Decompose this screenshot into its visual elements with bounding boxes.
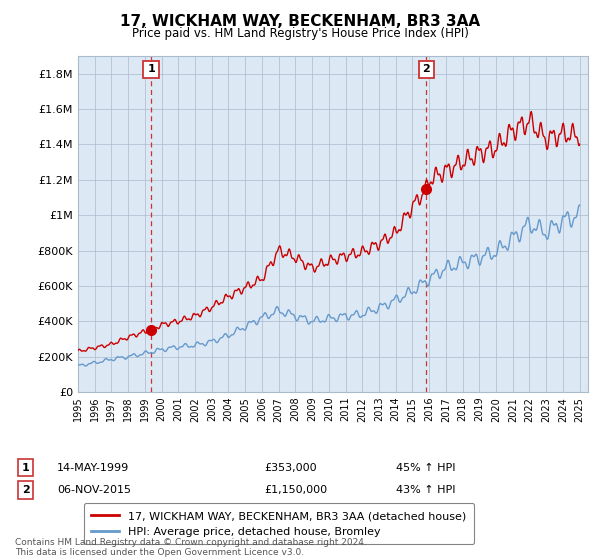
- Text: 14-MAY-1999: 14-MAY-1999: [57, 463, 129, 473]
- Text: £353,000: £353,000: [264, 463, 317, 473]
- Text: 1: 1: [147, 64, 155, 74]
- Legend: 17, WICKHAM WAY, BECKENHAM, BR3 3AA (detached house), HPI: Average price, detach: 17, WICKHAM WAY, BECKENHAM, BR3 3AA (det…: [83, 503, 474, 544]
- Text: 17, WICKHAM WAY, BECKENHAM, BR3 3AA: 17, WICKHAM WAY, BECKENHAM, BR3 3AA: [120, 14, 480, 29]
- Text: 2: 2: [22, 485, 29, 495]
- Text: 1: 1: [22, 463, 29, 473]
- Text: £1,150,000: £1,150,000: [264, 485, 327, 495]
- Text: 06-NOV-2015: 06-NOV-2015: [57, 485, 131, 495]
- Text: Contains HM Land Registry data © Crown copyright and database right 2024.
This d: Contains HM Land Registry data © Crown c…: [15, 538, 367, 557]
- Text: Price paid vs. HM Land Registry's House Price Index (HPI): Price paid vs. HM Land Registry's House …: [131, 27, 469, 40]
- Text: 43% ↑ HPI: 43% ↑ HPI: [396, 485, 455, 495]
- Text: 45% ↑ HPI: 45% ↑ HPI: [396, 463, 455, 473]
- Text: 2: 2: [422, 64, 430, 74]
